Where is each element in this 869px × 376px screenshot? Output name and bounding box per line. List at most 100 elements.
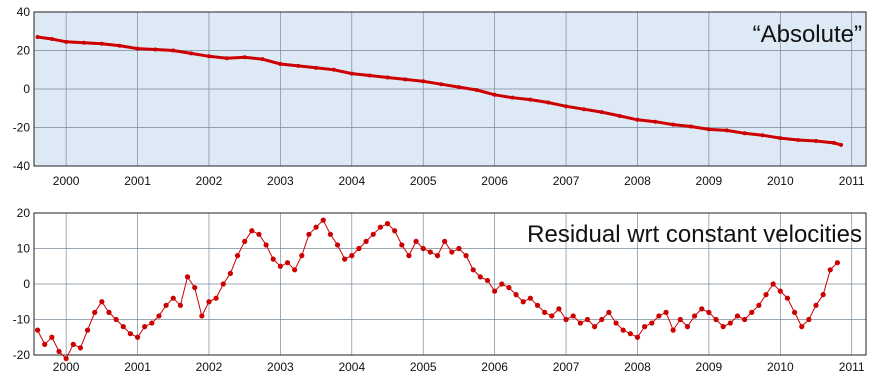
data-point <box>677 316 683 323</box>
data-point <box>620 327 626 333</box>
data-point <box>642 324 648 330</box>
data-point <box>135 46 140 51</box>
data-point <box>403 77 408 82</box>
data-point <box>292 267 298 273</box>
data-point <box>142 324 148 330</box>
data-point <box>484 277 491 284</box>
data-point <box>474 87 479 92</box>
data-point <box>734 313 741 319</box>
data-point <box>549 313 555 319</box>
data-point <box>599 316 605 323</box>
x-tick-label: 2009 <box>696 360 723 374</box>
x-tick-label: 2008 <box>624 360 651 374</box>
data-point <box>399 242 405 248</box>
data-point <box>413 238 419 244</box>
data-point <box>542 309 548 315</box>
data-point <box>449 249 455 255</box>
data-point <box>463 253 469 259</box>
y-tick-label: -40 <box>13 159 31 173</box>
data-point <box>778 136 783 141</box>
data-point <box>56 348 62 355</box>
data-point <box>106 309 112 315</box>
data-point <box>117 43 122 48</box>
data-point <box>613 320 619 326</box>
data-point <box>306 231 312 237</box>
data-point <box>163 302 169 308</box>
data-point <box>277 263 283 269</box>
data-point <box>377 224 383 230</box>
data-point <box>184 274 191 280</box>
data-point <box>806 316 812 323</box>
data-point <box>177 302 184 308</box>
data-point <box>670 327 676 333</box>
data-point <box>606 309 612 315</box>
data-point <box>470 267 476 273</box>
data-point <box>760 133 765 138</box>
data-point <box>99 299 105 305</box>
data-point <box>189 51 194 56</box>
data-point <box>581 107 586 112</box>
data-point <box>653 119 658 124</box>
y-tick-label: -20 <box>13 348 31 362</box>
x-tick-label: 2002 <box>196 174 223 188</box>
data-point <box>799 324 805 330</box>
data-point <box>63 355 69 362</box>
x-tick-label: 2005 <box>410 360 437 374</box>
data-point <box>220 281 226 287</box>
plot-frame <box>33 11 867 167</box>
data-point <box>49 36 54 41</box>
data-point <box>171 48 176 53</box>
data-point <box>349 71 354 76</box>
data-point <box>784 295 791 301</box>
data-point <box>749 309 755 315</box>
data-point <box>299 253 305 259</box>
y-tick-label: 0 <box>23 277 30 291</box>
data-point <box>363 238 369 244</box>
data-point <box>492 288 498 294</box>
data-point <box>349 253 355 259</box>
data-point <box>284 260 291 266</box>
data-point <box>592 324 598 330</box>
data-point <box>635 117 640 122</box>
x-tick-label: 2000 <box>53 174 80 188</box>
residual-panel: 2000 2001 2002 2003 2004 2005 2006 2007 2008 2009… <box>13 206 867 374</box>
data-point <box>434 253 441 259</box>
data-point <box>439 82 444 87</box>
data-point <box>42 341 48 347</box>
data-point <box>617 113 622 118</box>
data-point <box>720 324 726 330</box>
data-point <box>492 92 497 97</box>
data-point <box>770 281 776 287</box>
data-point <box>249 228 255 234</box>
data-point <box>206 54 211 59</box>
data-point <box>791 309 798 315</box>
data-point <box>777 288 783 294</box>
x-tick-label: 2007 <box>553 360 580 374</box>
data-point <box>649 320 655 326</box>
data-point <box>206 299 212 305</box>
data-point <box>834 260 841 266</box>
y-tick-label: 40 <box>17 5 31 19</box>
x-tick-label: 2006 <box>481 174 508 188</box>
data-point <box>839 142 844 147</box>
data-point <box>741 316 748 323</box>
data-point <box>242 55 247 60</box>
x-tick-label: 2010 <box>767 360 794 374</box>
data-point <box>527 295 533 301</box>
data-point <box>456 245 462 252</box>
data-point <box>34 327 41 333</box>
data-point <box>260 57 265 62</box>
data-point <box>314 65 319 70</box>
data-point <box>663 309 669 315</box>
data-point <box>192 284 198 291</box>
x-tick-label: 2004 <box>338 174 365 188</box>
data-point <box>49 334 55 340</box>
x-tick-label: 2004 <box>338 360 365 374</box>
data-point <box>224 56 229 61</box>
data-point <box>684 324 691 330</box>
data-point <box>506 284 512 291</box>
y-tick-label: 10 <box>17 242 31 256</box>
x-tick-label: 2000 <box>53 360 80 374</box>
data-point <box>113 316 119 323</box>
y-tick-label: 20 <box>17 206 31 220</box>
